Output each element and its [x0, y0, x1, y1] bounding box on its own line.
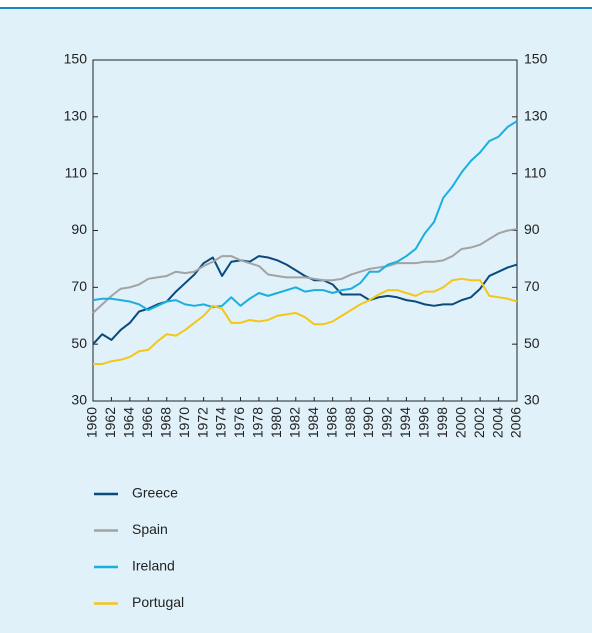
series-line — [92, 120, 518, 312]
y2-tick-label: 30 — [524, 392, 540, 408]
x-tick-label: 1960 — [84, 407, 100, 438]
x-tick-label: 1992 — [379, 407, 395, 438]
y-tick-label: 150 — [64, 51, 88, 67]
y-tick-label: 50 — [71, 335, 87, 351]
x-tick-label: 1966 — [139, 407, 155, 438]
x-tick-label: 1968 — [157, 407, 173, 438]
x-tick-label: 1996 — [416, 407, 432, 438]
series-line — [93, 277, 518, 366]
x-tick-label: 1976 — [231, 407, 247, 438]
y-tick-label: 90 — [71, 221, 87, 237]
x-tick-label: 1984 — [305, 407, 321, 438]
legend-label: Spain — [132, 521, 168, 537]
y-tick-label: 130 — [64, 108, 88, 124]
y2-tick-label: 150 — [524, 51, 548, 67]
y2-tick-label: 70 — [524, 278, 540, 294]
x-tick-label: 1988 — [342, 407, 358, 438]
top-rule — [0, 7, 592, 9]
x-tick-label: 1982 — [286, 407, 302, 438]
x-tick-label: 1994 — [397, 407, 413, 438]
x-tick-label: 2006 — [508, 407, 524, 438]
x-tick-label: 2000 — [452, 407, 468, 438]
x-tick-label: 1990 — [360, 407, 376, 438]
x-tick-label: 1978 — [250, 407, 266, 438]
legend-label: Greece — [132, 485, 178, 501]
x-tick-label: 1986 — [323, 407, 339, 438]
x-tick-label: 2002 — [471, 407, 487, 438]
x-tick-label: 2004 — [489, 407, 505, 438]
series-line — [92, 228, 518, 314]
panel — [0, 8, 592, 633]
y2-tick-label: 50 — [524, 335, 540, 351]
x-tick-label: 1974 — [213, 407, 229, 438]
x-tick-label: 1962 — [102, 407, 118, 438]
x-tick-label: 1964 — [121, 407, 137, 438]
x-tick-label: 1980 — [268, 407, 284, 438]
legend-label: Portugal — [132, 594, 184, 610]
y-tick-label: 110 — [65, 164, 88, 180]
y2-tick-label: 110 — [524, 164, 547, 180]
x-tick-label: 1970 — [176, 407, 192, 438]
legend-label: Ireland — [132, 558, 175, 574]
y2-tick-label: 90 — [524, 221, 540, 237]
x-tick-label: 1972 — [194, 407, 210, 438]
y-tick-label: 70 — [71, 278, 87, 294]
x-tick-label: 1998 — [434, 407, 450, 438]
y-tick-label: 30 — [71, 392, 87, 408]
y2-tick-label: 130 — [524, 108, 548, 124]
